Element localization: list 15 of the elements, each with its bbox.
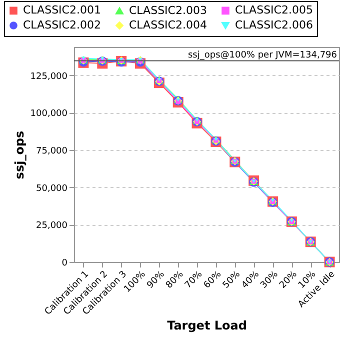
legend-label: CLASSIC2.005: [235, 4, 313, 17]
x-axis-title: Target Load: [167, 318, 247, 333]
y-axis-title: ssj_ops: [12, 130, 26, 180]
legend-label: CLASSIC2.002: [23, 18, 101, 32]
y-tick-label: 100,000: [30, 109, 68, 120]
legend-label: CLASSIC2.003: [129, 4, 207, 17]
legend-label: CLASSIC2.006: [235, 18, 313, 32]
y-tick-label: 0: [62, 258, 68, 268]
legend-label: CLASSIC2.004: [129, 18, 207, 32]
legend-label: CLASSIC2.001: [23, 4, 101, 17]
y-tick-label: 75,000: [36, 146, 68, 157]
y-tick-label: 25,000: [36, 221, 68, 232]
y-tick-label: 50,000: [36, 184, 68, 194]
y-tick-label: 125,000: [30, 72, 68, 82]
ref-line-label: ssj_ops@100% per JVM=134,796: [188, 50, 338, 61]
